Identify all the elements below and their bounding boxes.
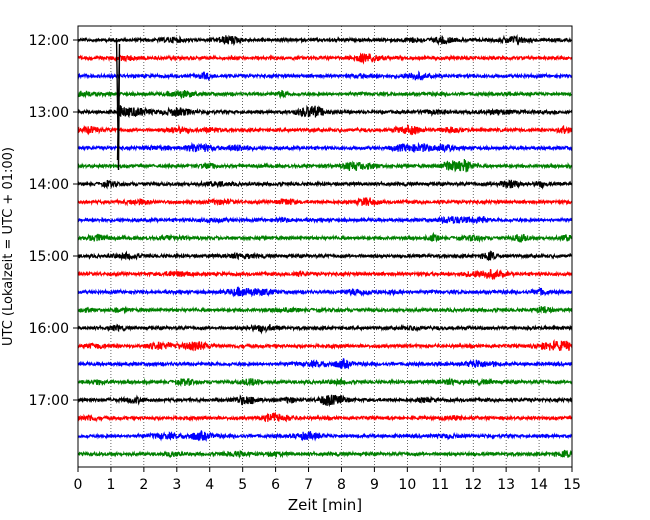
trace-8 bbox=[77, 179, 573, 190]
y-tick-label-15:00: 15:00 bbox=[29, 249, 69, 265]
trace-9 bbox=[77, 197, 573, 207]
x-tick-label-2: 2 bbox=[139, 477, 148, 493]
x-tick-label-14: 14 bbox=[530, 477, 548, 493]
x-tick-label-4: 4 bbox=[205, 477, 214, 493]
trace-15 bbox=[77, 305, 573, 315]
trace-20 bbox=[77, 394, 573, 408]
trace-22 bbox=[77, 430, 573, 442]
traces bbox=[77, 34, 573, 459]
trace-6 bbox=[77, 141, 573, 154]
x-tick-label-13: 13 bbox=[497, 477, 515, 493]
x-tick-label-0: 0 bbox=[74, 477, 83, 493]
trace-14 bbox=[77, 286, 573, 298]
y-axis: 12:00 13:00 14:00 15:00 16:00 17:00 bbox=[29, 33, 78, 409]
x-axis-title: Zeit [min] bbox=[288, 496, 362, 514]
y-tick-label-13:00: 13:00 bbox=[29, 105, 69, 121]
x-tick-label-3: 3 bbox=[172, 477, 181, 493]
trace-10 bbox=[77, 215, 573, 225]
trace-19 bbox=[77, 377, 573, 388]
x-tick-label-15: 15 bbox=[563, 477, 581, 493]
trace-5 bbox=[77, 123, 573, 136]
event-spike bbox=[115, 37, 121, 171]
x-tick-label-8: 8 bbox=[337, 477, 346, 493]
trace-12 bbox=[77, 250, 573, 262]
trace-18 bbox=[77, 357, 573, 370]
trace-2 bbox=[77, 70, 573, 82]
y-tick-label-12:00: 12:00 bbox=[29, 33, 69, 49]
plot-frame bbox=[77, 25, 573, 468]
x-tick-label-10: 10 bbox=[398, 477, 416, 493]
trace-11 bbox=[77, 231, 573, 244]
trace-1 bbox=[77, 52, 573, 65]
x-axis: 0 1 2 3 4 5 6 7 8 9 10 11 12 13 14 15 bbox=[74, 467, 581, 493]
trace-16 bbox=[77, 323, 573, 335]
y-tick-label-17:00: 17:00 bbox=[29, 393, 69, 409]
trace-7 bbox=[77, 159, 573, 173]
x-tick-label-11: 11 bbox=[431, 477, 449, 493]
trace-4 bbox=[77, 104, 573, 119]
trace-3 bbox=[77, 89, 573, 100]
x-tick-label-1: 1 bbox=[106, 477, 115, 493]
trace-13 bbox=[77, 268, 573, 281]
trace-23 bbox=[77, 449, 573, 459]
y-axis-title: UTC (Lokalzeit = UTC + 01:00) bbox=[1, 147, 16, 346]
y-tick-label-14:00: 14:00 bbox=[29, 177, 69, 193]
x-tick-label-5: 5 bbox=[238, 477, 247, 493]
trace-21 bbox=[77, 411, 573, 423]
y-tick-label-16:00: 16:00 bbox=[29, 321, 69, 337]
trace-17 bbox=[77, 339, 573, 352]
x-tick-label-7: 7 bbox=[304, 477, 313, 493]
trace-0 bbox=[77, 34, 573, 47]
x-tick-label-9: 9 bbox=[370, 477, 379, 493]
x-tick-label-12: 12 bbox=[464, 477, 482, 493]
x-tick-label-6: 6 bbox=[271, 477, 280, 493]
